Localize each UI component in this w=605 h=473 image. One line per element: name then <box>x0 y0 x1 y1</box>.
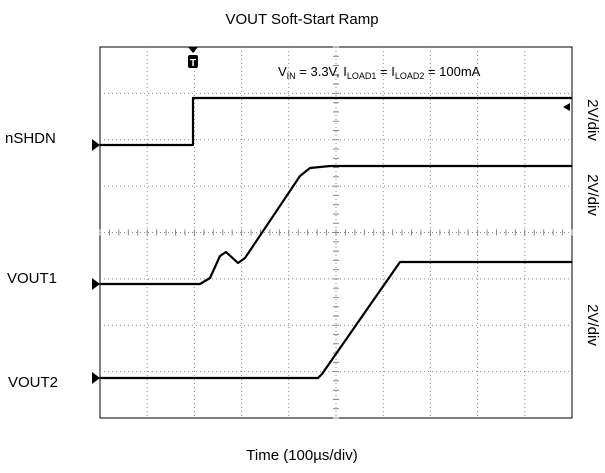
chart-title: VOUT Soft-Start Ramp <box>225 11 378 28</box>
grid <box>99 46 573 419</box>
channel-marker <box>92 139 100 151</box>
annotation-sub: LOAD1 <box>347 71 377 81</box>
vout2-trace <box>100 260 572 380</box>
channel-label: VOUT2 <box>8 374 58 391</box>
annotation-part: = 100mA <box>424 64 480 79</box>
channel-scale: 2V/div <box>584 174 601 216</box>
channel-marker <box>92 372 100 384</box>
trigger-marker <box>188 47 198 53</box>
annotation: VIN = 3.3V, ILOAD1 = ILOAD2 = 100mA <box>278 64 481 81</box>
x-axis-label: Time (100µs/div) <box>246 447 357 464</box>
channel-label: nSHDN <box>5 130 56 147</box>
nshdn-trace <box>100 96 572 147</box>
channel-scale: 2V/div <box>584 304 601 346</box>
annotation-sub: IN <box>287 71 296 81</box>
channel-marker <box>92 278 100 290</box>
trigger-level-marker <box>563 103 570 111</box>
channel-scale: 2V/div <box>584 99 601 141</box>
trigger-box <box>188 55 198 68</box>
annotation-part: = I <box>376 64 394 79</box>
annotation-sub: LOAD2 <box>395 71 425 81</box>
annotation-part: V <box>278 64 287 79</box>
channel-label: VOUT1 <box>7 270 57 287</box>
trigger-label: T <box>190 58 196 69</box>
annotation-part: = 3.3V, I <box>296 64 347 79</box>
vout1-trace <box>100 164 572 286</box>
